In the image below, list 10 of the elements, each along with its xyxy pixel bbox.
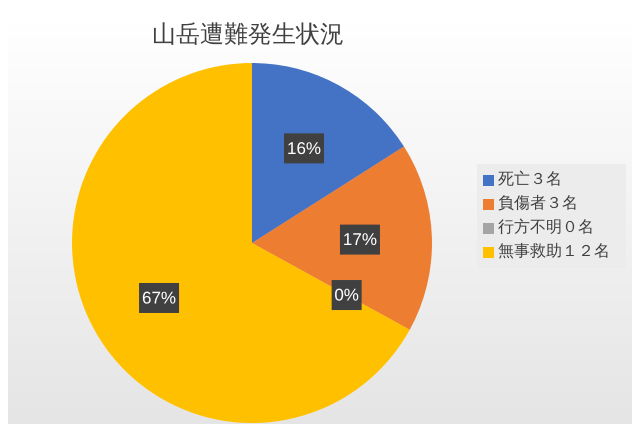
legend-label: 無事救助１２名 xyxy=(498,243,610,260)
data-label: 17% xyxy=(342,230,377,250)
chart-title: 山岳遭難発生状況 xyxy=(151,21,345,50)
data-label: 16% xyxy=(287,138,322,158)
legend-label: 負傷者３名 xyxy=(498,195,578,212)
legend-label: 死亡３名 xyxy=(498,171,562,188)
pie-slice xyxy=(72,63,410,423)
data-label: 67% xyxy=(142,288,176,308)
legend-label: 行方不明０名 xyxy=(498,219,594,236)
text: 0% xyxy=(334,286,359,305)
